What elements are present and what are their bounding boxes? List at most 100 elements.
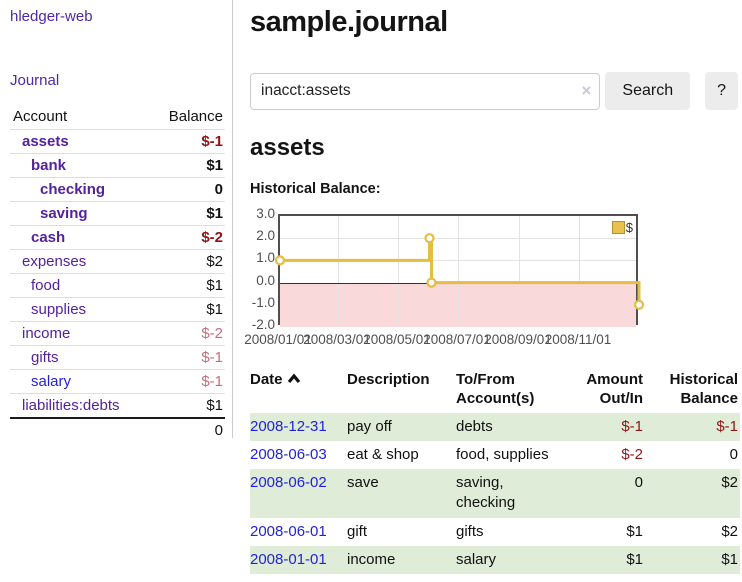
transaction-description: eat & shop bbox=[347, 445, 419, 463]
transaction-accounts: gifts bbox=[456, 522, 484, 540]
account-link-assets[interactable]: assets bbox=[22, 133, 69, 150]
register-table: Date Description To/From Account(s) Amou… bbox=[250, 369, 740, 574]
x-tick-label: 2008/09/01 bbox=[484, 332, 552, 347]
x-tick-label: 2008/03/01 bbox=[303, 332, 371, 347]
account-balance: 0 bbox=[149, 177, 225, 202]
account-link-gifts[interactable]: gifts bbox=[31, 349, 59, 366]
register-header-amount: Amount Out/In bbox=[586, 371, 643, 407]
transaction-description: save bbox=[347, 469, 456, 518]
transaction-accounts: debts bbox=[456, 412, 559, 441]
clear-search-icon[interactable]: × bbox=[581, 80, 592, 100]
x-tick-label: 2008/07/01 bbox=[423, 332, 491, 347]
transaction-date-link[interactable]: 2008-01-01 bbox=[250, 550, 327, 568]
transaction-description: gift bbox=[347, 522, 368, 540]
account-balance: $1 bbox=[149, 393, 225, 418]
account-balance: $-2 bbox=[149, 321, 225, 346]
account-row: supplies $1 bbox=[10, 297, 225, 322]
register-header-row: Date Description To/From Account(s) Amou… bbox=[250, 369, 740, 413]
account-balance: $-2 bbox=[149, 225, 225, 250]
transaction-date-link[interactable]: 2008-06-01 bbox=[250, 522, 327, 540]
transaction-balance: $2 bbox=[645, 469, 740, 518]
x-tick-label: 2008/05/01 bbox=[363, 332, 431, 347]
y-tick-label: -1.0 bbox=[251, 294, 275, 310]
account-link-saving[interactable]: saving bbox=[40, 205, 88, 222]
transaction-date-link[interactable]: 2008-06-02 bbox=[250, 474, 327, 491]
account-row: checking 0 bbox=[10, 177, 225, 202]
account-link-income[interactable]: income bbox=[22, 325, 71, 342]
y-tick-label: 0.0 bbox=[256, 272, 275, 288]
transaction-accounts: food, supplies bbox=[456, 445, 549, 463]
transaction-amount: 0 bbox=[559, 469, 645, 518]
account-row: expenses $2 bbox=[10, 249, 225, 274]
account-link-cash[interactable]: cash bbox=[31, 229, 66, 246]
x-tick-label: 2008/01/01 bbox=[244, 332, 312, 347]
transaction-balance: $1 bbox=[645, 545, 740, 574]
transaction-balance: $-1 bbox=[645, 412, 740, 441]
transaction-accounts: salary bbox=[456, 545, 559, 574]
register-row: 2008-06-03 eat & shop food, supplies $-2… bbox=[250, 441, 740, 469]
accounts-total-row: 0 bbox=[10, 417, 225, 442]
chart-plot: $ bbox=[274, 214, 645, 327]
account-row: gifts $-1 bbox=[10, 345, 225, 370]
transaction-description: pay off bbox=[347, 412, 456, 441]
account-link-liabilities-debts[interactable]: liabilities:debts bbox=[22, 397, 120, 414]
data-point-marker bbox=[424, 233, 435, 244]
account-row: cash $-2 bbox=[10, 225, 225, 250]
transaction-balance: $2 bbox=[721, 522, 738, 540]
account-row: assets $-1 bbox=[10, 129, 225, 154]
register-header-date-label: Date bbox=[250, 371, 283, 388]
transaction-date-link[interactable]: 2008-06-03 bbox=[250, 445, 327, 463]
transaction-amount: $-2 bbox=[621, 445, 643, 463]
account-balance: $-1 bbox=[149, 345, 225, 370]
account-link-expenses[interactable]: expenses bbox=[22, 253, 87, 270]
register-header-date[interactable]: Date bbox=[250, 369, 347, 413]
chart-title: Historical Balance: bbox=[250, 181, 381, 197]
v-gridline bbox=[519, 216, 520, 323]
account-link-checking[interactable]: checking bbox=[40, 181, 106, 198]
x-tick-label: 2008/11/01 bbox=[544, 332, 612, 347]
negative-region bbox=[280, 282, 636, 327]
account-row: saving $1 bbox=[10, 201, 225, 226]
transaction-date-link[interactable]: 2008-12-31 bbox=[250, 417, 327, 435]
account-link-salary[interactable]: salary bbox=[31, 373, 72, 390]
transaction-amount: $1 bbox=[626, 522, 643, 540]
legend-label: $ bbox=[625, 220, 633, 235]
h-gridline bbox=[280, 304, 636, 306]
sidebar: hledger-web Journal Account Balance asse… bbox=[0, 0, 233, 442]
legend-swatch bbox=[611, 221, 625, 234]
h-gridline bbox=[280, 238, 636, 240]
v-gridline bbox=[458, 216, 460, 323]
transaction-balance: 0 bbox=[729, 445, 738, 463]
search-input[interactable] bbox=[250, 72, 601, 110]
register-row: 2008-06-02 save saving, checking 0 $2 bbox=[250, 469, 740, 518]
page-title: sample.journal bbox=[250, 6, 448, 38]
main-content: sample.journal × Search ? assets Histori… bbox=[234, 0, 742, 574]
transaction-amount: $1 bbox=[559, 545, 645, 574]
account-balance: $1 bbox=[149, 273, 225, 298]
y-tick-label: 3.0 bbox=[256, 206, 275, 221]
account-link-food[interactable]: food bbox=[31, 277, 61, 294]
account-balance: $2 bbox=[149, 249, 225, 274]
historical-balance-chart: 3.0 2.0 1.0 0.0 -1.0 -2.0 $ 2008/01/01 2008/03… bbox=[244, 206, 730, 353]
accounts-table: Account Balance assets $-1 bank $1 check… bbox=[10, 105, 225, 442]
v-gridline bbox=[398, 216, 400, 323]
account-balance: $1 bbox=[149, 153, 225, 178]
accounts-header-account: Account bbox=[13, 108, 68, 125]
help-button[interactable]: ? bbox=[705, 72, 738, 110]
sidebar-item-journal[interactable]: Journal bbox=[10, 72, 60, 89]
chart-x-axis: 2008/01/01 2008/03/01 2008/05/01 2008/07/01… bbox=[244, 332, 642, 350]
sort-ascending-icon bbox=[287, 371, 301, 390]
accounts-header-balance: Balance bbox=[168, 108, 223, 125]
search-button[interactable]: Search bbox=[605, 72, 691, 110]
app-title-link[interactable]: hledger-web bbox=[10, 8, 93, 25]
y-tick-label: -2.0 bbox=[251, 317, 275, 332]
register-row: 2008-06-01 gift gifts $1 $2 bbox=[250, 518, 740, 546]
accounts-total-value: 0 bbox=[149, 417, 225, 442]
account-balance: $1 bbox=[149, 297, 225, 322]
account-link-supplies[interactable]: supplies bbox=[31, 301, 87, 318]
account-link-bank[interactable]: bank bbox=[31, 157, 67, 174]
data-point-marker bbox=[274, 255, 286, 266]
account-row: salary $-1 bbox=[10, 369, 225, 394]
register-row: 2008-12-31 pay off debts $-1 $-1 bbox=[250, 412, 740, 441]
account-heading: assets bbox=[250, 134, 325, 161]
